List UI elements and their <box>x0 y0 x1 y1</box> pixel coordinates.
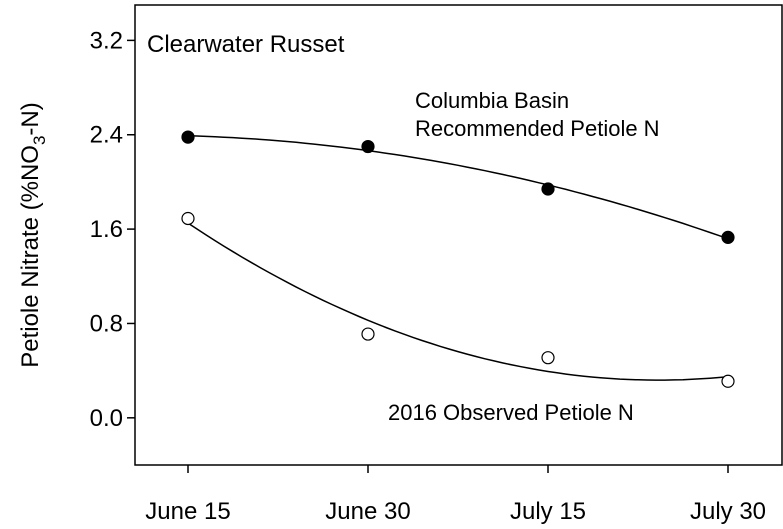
x-tick-label: July 15 <box>510 498 586 525</box>
trend-line <box>187 134 729 240</box>
y-tick-label: 0.8 <box>90 310 123 337</box>
data-point <box>541 182 555 196</box>
y-axis-label: Petiole Nitrate (%NO3-N) <box>17 102 49 368</box>
y-tick-label: 1.6 <box>90 216 123 243</box>
y-tick-label: 0.0 <box>90 405 123 432</box>
data-point <box>361 139 375 154</box>
data-point <box>181 130 195 144</box>
series-label: 2016 Observed Petiole N <box>388 400 634 425</box>
x-tick-label: June 30 <box>325 498 410 525</box>
plot-frame <box>134 4 783 466</box>
data-point <box>181 211 195 226</box>
y-tick-label: 2.4 <box>90 122 123 149</box>
series-label: Columbia Basin Recommended Petiole N <box>415 88 660 141</box>
x-tick-label: June 15 <box>145 498 230 525</box>
trend-line <box>187 222 729 381</box>
data-point <box>721 374 735 388</box>
data-point <box>541 351 555 365</box>
data-point <box>361 327 375 341</box>
chart-title: Clearwater Russet <box>147 31 345 58</box>
y-tick-label: 3.2 <box>90 27 123 54</box>
data-point <box>721 230 735 244</box>
x-tick-label: July 30 <box>690 498 766 525</box>
